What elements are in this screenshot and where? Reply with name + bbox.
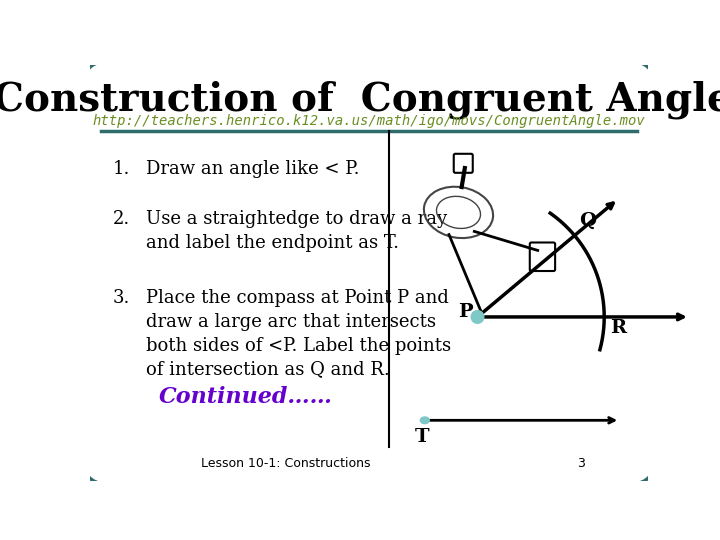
Text: http://teachers.henrico.k12.va.us/math/igo/movs/CongruentAngle.mov: http://teachers.henrico.k12.va.us/math/i… bbox=[93, 114, 645, 128]
FancyBboxPatch shape bbox=[454, 154, 473, 173]
Text: Construction of  Congruent Angle.: Construction of Congruent Angle. bbox=[0, 81, 720, 119]
Text: 2.: 2. bbox=[112, 210, 130, 228]
Circle shape bbox=[471, 310, 484, 323]
Text: Use a straightedge to draw a ray
and label the endpoint as T.: Use a straightedge to draw a ray and lab… bbox=[145, 210, 447, 252]
Text: Q: Q bbox=[580, 212, 596, 230]
Text: 1.: 1. bbox=[112, 160, 130, 178]
Text: Draw an angle like < P.: Draw an angle like < P. bbox=[145, 160, 359, 178]
Circle shape bbox=[420, 417, 429, 424]
Text: Continued……: Continued…… bbox=[159, 387, 333, 408]
Text: Lesson 10-1: Constructions: Lesson 10-1: Constructions bbox=[201, 457, 370, 470]
Text: T: T bbox=[415, 428, 429, 446]
Text: 3: 3 bbox=[577, 457, 585, 470]
Text: Place the compass at Point P and
draw a large arc that intersects
both sides of : Place the compass at Point P and draw a … bbox=[145, 289, 451, 378]
FancyBboxPatch shape bbox=[84, 60, 654, 485]
Text: R: R bbox=[611, 319, 626, 337]
FancyBboxPatch shape bbox=[530, 242, 555, 271]
Text: 3.: 3. bbox=[112, 289, 130, 307]
Text: P: P bbox=[459, 303, 473, 321]
